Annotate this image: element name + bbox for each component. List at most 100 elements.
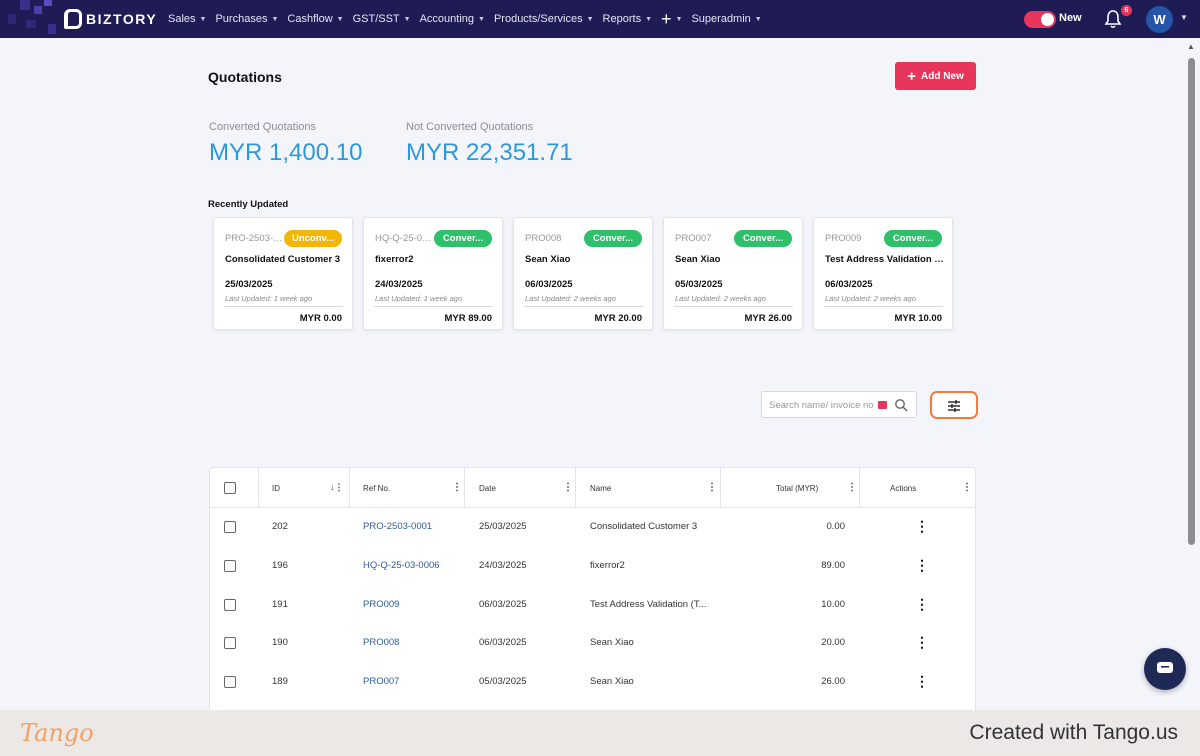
user-avatar[interactable]: W: [1146, 6, 1173, 33]
row-actions-menu-icon[interactable]: ⋮: [915, 557, 929, 573]
card-divider: [674, 306, 793, 307]
chevron-down-icon: ▼: [199, 15, 207, 23]
card-amount: MYR 10.00: [894, 313, 942, 324]
card-customer-name: Test Address Validation (...: [825, 254, 945, 265]
converted-quotations-stat: Converted Quotations MYR 1,400.10: [209, 121, 362, 167]
menu-products-services[interactable]: Products/Services ▼: [494, 13, 594, 25]
top-navbar: BIZTORY Sales ▼ Purchases ▼ Cashflow ▼ GST/…: [0, 0, 1200, 38]
menu-accounting[interactable]: Accounting ▼: [420, 13, 485, 25]
row-checkbox[interactable]: [224, 637, 236, 649]
cell-ref-no-link[interactable]: PRO-2503-0001: [363, 521, 433, 532]
recent-quotation-card[interactable]: PRO009 Conver... Test Address Validation…: [813, 217, 953, 330]
menu-sales[interactable]: Sales ▼: [168, 13, 206, 25]
cell-ref-no-link[interactable]: PRO008: [363, 637, 400, 648]
scrollbar-thumb[interactable]: [1188, 58, 1195, 545]
column-header-id[interactable]: ID: [272, 483, 280, 493]
card-ref-no: HQ-Q-25-03...: [375, 233, 435, 244]
table-row[interactable]: 189 PRO007 05/03/2025 Sean Xiao 26.00 ⋮: [210, 663, 975, 702]
cell-id: 189: [272, 676, 288, 687]
card-last-updated: Last Updated: 2 weeks ago: [675, 294, 766, 303]
chat-icon: [1157, 662, 1173, 673]
page-title: Quotations: [208, 69, 282, 85]
cell-date: 25/03/2025: [479, 521, 527, 532]
row-checkbox[interactable]: [224, 560, 236, 572]
table-row[interactable]: 202 PRO-2503-0001 25/03/2025 Consolidate…: [210, 508, 975, 547]
card-date: 25/03/2025: [225, 279, 273, 290]
column-divider: [575, 468, 576, 508]
menu-superadmin-label: Superadmin: [691, 13, 751, 25]
new-ui-toggle[interactable]: [1024, 11, 1056, 28]
card-last-updated: Last Updated: 1 week ago: [225, 294, 313, 303]
recent-quotation-card[interactable]: PRO-2503-0... Unconv... Consolidated Cus…: [213, 217, 353, 330]
cell-ref-no-link[interactable]: PRO009: [363, 599, 400, 610]
cell-id: 196: [272, 560, 288, 571]
column-menu-icon[interactable]: ⋮: [563, 482, 573, 493]
menu-cashflow-label: Cashflow: [287, 13, 333, 25]
card-ref-no: PRO-2503-0...: [225, 233, 285, 244]
menu-superadmin[interactable]: Superadmin ▼: [691, 13, 761, 25]
table-row[interactable]: 196 HQ-Q-25-03-0006 24/03/2025 fixerror2…: [210, 547, 975, 586]
scroll-up-arrow-icon[interactable]: ▲: [1187, 42, 1195, 51]
cell-ref-no-link[interactable]: HQ-Q-25-03-0006: [363, 560, 440, 571]
card-divider: [524, 306, 643, 307]
row-actions-menu-icon[interactable]: ⋮: [915, 596, 929, 612]
column-header-ref-no[interactable]: Ref No.: [363, 483, 391, 493]
cell-name: Consolidated Customer 3: [590, 521, 698, 532]
row-checkbox[interactable]: [224, 599, 236, 611]
search-icon[interactable]: [894, 398, 908, 412]
sort-desc-icon[interactable]: ↓⋮: [330, 482, 344, 492]
card-divider: [374, 306, 493, 307]
column-header-total[interactable]: Total (MYR): [776, 483, 819, 493]
plus-icon: +: [661, 9, 672, 29]
menu-gst-sst[interactable]: GST/SST ▼: [353, 13, 411, 25]
column-menu-icon[interactable]: ⋮: [962, 482, 972, 493]
status-badge: Unconv...: [284, 230, 342, 247]
recent-quotation-card[interactable]: PRO008 Conver... Sean Xiao 06/03/2025 La…: [513, 217, 653, 330]
menu-quick-add[interactable]: + ▼: [661, 10, 682, 28]
converted-quotations-label: Converted Quotations: [209, 121, 317, 133]
tango-logo: Tango: [20, 719, 94, 747]
created-with-tango-text: Created with Tango.us: [969, 721, 1178, 744]
biztory-logo[interactable]: BIZTORY: [64, 9, 157, 29]
card-divider: [224, 306, 343, 307]
bell-icon[interactable]: [1104, 9, 1122, 29]
column-header-date[interactable]: Date: [479, 483, 496, 493]
row-checkbox[interactable]: [224, 676, 236, 688]
column-menu-icon[interactable]: ⋮: [452, 482, 462, 493]
row-actions-menu-icon[interactable]: ⋮: [915, 518, 929, 534]
menu-cashflow[interactable]: Cashflow ▼: [287, 13, 343, 25]
row-actions-menu-icon[interactable]: ⋮: [915, 634, 929, 650]
card-customer-name: Sean Xiao: [675, 254, 721, 265]
cell-name: fixerror2: [590, 560, 625, 571]
card-last-updated: Last Updated: 2 weeks ago: [825, 294, 916, 303]
table-row[interactable]: 190 PRO008 06/03/2025 Sean Xiao 20.00 ⋮: [210, 624, 975, 663]
column-menu-icon[interactable]: ⋮: [847, 482, 857, 493]
row-checkbox[interactable]: [224, 521, 236, 533]
search-placeholder: Search name/ invoice no: [769, 400, 874, 411]
cell-ref-no-link[interactable]: PRO007: [363, 676, 400, 687]
chevron-down-icon: ▼: [403, 15, 411, 23]
menu-purchases[interactable]: Purchases ▼: [215, 13, 278, 25]
search-input[interactable]: Search name/ invoice no: [761, 391, 917, 418]
select-all-checkbox[interactable]: [224, 482, 236, 494]
main-menu: Sales ▼ Purchases ▼ Cashflow ▼ GST/SST ▼ Acc…: [168, 0, 771, 38]
table-row[interactable]: 191 PRO009 06/03/2025 Test Address Valid…: [210, 586, 975, 625]
recent-quotation-card[interactable]: PRO007 Conver... Sean Xiao 05/03/2025 La…: [663, 217, 803, 330]
column-menu-icon[interactable]: ⋮: [707, 482, 717, 493]
menu-purchases-label: Purchases: [215, 13, 268, 25]
column-header-name[interactable]: Name: [590, 483, 612, 493]
card-date: 06/03/2025: [525, 279, 573, 290]
chat-support-button[interactable]: [1144, 648, 1186, 690]
add-new-button[interactable]: + Add New: [895, 62, 976, 90]
filter-button[interactable]: [930, 391, 978, 419]
chevron-down-icon: ▼: [754, 15, 762, 23]
card-ref-no: PRO008: [525, 233, 562, 244]
status-badge: Conver...: [434, 230, 492, 247]
menu-reports[interactable]: Reports ▼: [603, 13, 652, 25]
recent-quotation-card[interactable]: HQ-Q-25-03... Conver... fixerror2 24/03/…: [363, 217, 503, 330]
column-divider: [258, 468, 259, 508]
row-actions-menu-icon[interactable]: ⋮: [915, 673, 929, 689]
cell-total: 89.00: [821, 560, 845, 571]
chevron-down-icon[interactable]: ▼: [1180, 13, 1188, 22]
menu-gst-sst-label: GST/SST: [352, 13, 400, 25]
